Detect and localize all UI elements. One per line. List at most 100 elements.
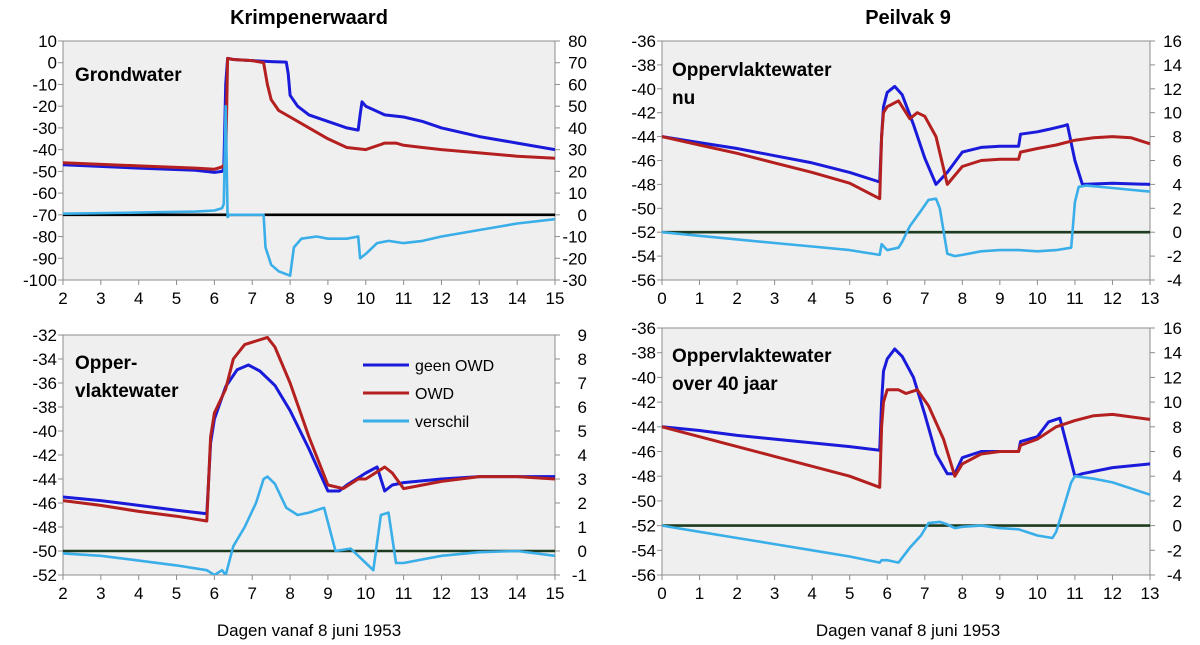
y-tick-label: -50 xyxy=(631,492,656,511)
x-tick-label: 1 xyxy=(695,289,704,308)
y-tick-label: -50 xyxy=(631,199,656,218)
x-tick-label: 11 xyxy=(395,584,413,603)
x-tick-label: 6 xyxy=(210,584,219,603)
y2-tick-label: 2 xyxy=(578,494,587,513)
y-tick-label: -40 xyxy=(32,141,57,160)
y-tick-label: -42 xyxy=(32,446,57,465)
x-tick-label: 13 xyxy=(1141,289,1160,308)
x-tick-label: 14 xyxy=(508,584,527,603)
y-tick-label: -40 xyxy=(32,422,57,441)
y2-tick-label: -1 xyxy=(572,566,587,585)
x-tick-label: 9 xyxy=(995,289,1004,308)
y-tick-label: -40 xyxy=(631,368,656,387)
y-tick-label: -70 xyxy=(32,206,57,225)
series-line-owd xyxy=(63,335,555,523)
y-tick-label: -46 xyxy=(631,152,656,171)
x-tick-label: 2 xyxy=(58,584,67,603)
column-title-right: Peilvak 9 xyxy=(865,7,951,29)
y2-tick-label: 6 xyxy=(578,398,587,417)
x-tick-label: 3 xyxy=(770,289,779,308)
x-tick-label: 5 xyxy=(845,289,854,308)
y2-tick-label: 50 xyxy=(568,97,587,116)
x-tick-label: 4 xyxy=(134,584,143,603)
x-tick-label: 10 xyxy=(356,289,375,308)
x-tick-label: 13 xyxy=(1141,584,1160,603)
y2-tick-label: -4 xyxy=(1167,271,1182,290)
x-tick-label: 8 xyxy=(285,584,294,603)
y-tick-label: -44 xyxy=(631,128,656,147)
y2-tick-label: 0 xyxy=(578,542,587,561)
x-tick-label: 9 xyxy=(323,584,332,603)
y-tick-label: -52 xyxy=(32,566,57,585)
y2-tick-label: 2 xyxy=(1173,199,1182,218)
x-tick-label: 2 xyxy=(58,289,67,308)
legend-label: OWD xyxy=(415,386,454,403)
y2-tick-label: -20 xyxy=(562,249,587,268)
y-tick-label: -38 xyxy=(32,398,57,417)
y-tick-label: -46 xyxy=(631,443,656,462)
y2-tick-label: 0 xyxy=(578,206,587,225)
y2-tick-label: 8 xyxy=(1173,418,1182,437)
plot-area xyxy=(62,334,556,576)
x-tick-label: 2 xyxy=(732,289,741,308)
y-tick-label: -52 xyxy=(631,223,656,242)
panel-label: Oppervlaktewater nu xyxy=(672,60,832,109)
x-tick-label: 13 xyxy=(470,289,489,308)
x-tick-label: 9 xyxy=(995,584,1004,603)
y2-tick-label: 3 xyxy=(578,470,587,489)
y-tick-label: -10 xyxy=(32,75,57,94)
y2-tick-label: -4 xyxy=(1167,566,1182,585)
y2-tick-label: -30 xyxy=(562,271,587,290)
y-tick-label: -44 xyxy=(631,418,656,437)
legend-label: geen OWD xyxy=(415,358,494,375)
series-line-verschil xyxy=(662,474,1150,564)
chart-panel-2: -56 -54 -52 -50 -48 -46 -44 -42 -40 -38 -36 -4 -2 0 2 4… xyxy=(631,32,1182,308)
y2-tick-label: 70 xyxy=(568,54,587,73)
column-title-left: Krimpenerwaard xyxy=(230,7,388,29)
y-tick-label: -48 xyxy=(631,467,656,486)
y2-tick-label: 80 xyxy=(568,32,587,51)
y2-tick-label: 4 xyxy=(1173,467,1182,486)
y-tick-label: -56 xyxy=(631,566,656,585)
y-tick-label: -48 xyxy=(32,518,57,537)
series-line-verschil xyxy=(63,104,555,278)
y2-tick-label: 16 xyxy=(1163,319,1182,338)
x-tick-label: 4 xyxy=(807,289,816,308)
x-tick-label: 6 xyxy=(882,289,891,308)
y-tick-label: -54 xyxy=(631,247,656,266)
chart-panel-3: -52-50-48-46-44-42-40-38-36-34-32-101234… xyxy=(32,326,587,603)
y-tick-label: -50 xyxy=(32,542,57,561)
y2-tick-label: 1 xyxy=(578,518,587,537)
x-tick-label: 7 xyxy=(247,584,256,603)
y2-tick-label: 12 xyxy=(1163,368,1182,387)
series-line-verschil xyxy=(63,475,555,575)
y2-tick-label: 14 xyxy=(1163,56,1182,75)
panel-label: Grondwater xyxy=(75,65,182,86)
y-tick-label: -80 xyxy=(32,228,57,247)
y2-tick-label: 0 xyxy=(1173,517,1182,536)
y2-tick-label: 4 xyxy=(578,446,587,465)
x-tick-label: 11 xyxy=(395,289,413,308)
y-tick-label: -30 xyxy=(32,119,57,138)
x-tick-label: 7 xyxy=(920,289,929,308)
y-tick-label: -32 xyxy=(32,326,57,345)
x-tick-label: 5 xyxy=(172,584,181,603)
y2-tick-label: -2 xyxy=(1167,247,1182,266)
y2-tick-label: 8 xyxy=(578,350,587,369)
x-tick-label: 0 xyxy=(657,289,666,308)
chart-panel-4: -56 -54 -52 -50 -48 -46 -44 -42 -40 -38 -36 -4 -2 0 2 4… xyxy=(631,319,1182,603)
y2-tick-label: 7 xyxy=(578,374,587,393)
y2-tick-label: 2 xyxy=(1173,492,1182,511)
x-tick-label: 6 xyxy=(210,289,219,308)
x-tick-label: 12 xyxy=(432,584,451,603)
legend-label: verschil xyxy=(415,414,469,431)
x-tick-label: 11 xyxy=(1066,584,1084,603)
y-tick-label: -34 xyxy=(32,350,57,369)
y2-tick-label: 10 xyxy=(1163,393,1182,412)
x-tick-label: 12 xyxy=(432,289,451,308)
x-axis-label-left: Dagen vanaf 8 juni 1953 xyxy=(217,621,401,640)
y-tick-label: -44 xyxy=(32,470,57,489)
y2-tick-label: 6 xyxy=(1173,152,1182,171)
series-line-geen-owd xyxy=(662,347,1150,478)
panel-label: Oppervlaktewater over 40 jaar xyxy=(672,346,832,395)
